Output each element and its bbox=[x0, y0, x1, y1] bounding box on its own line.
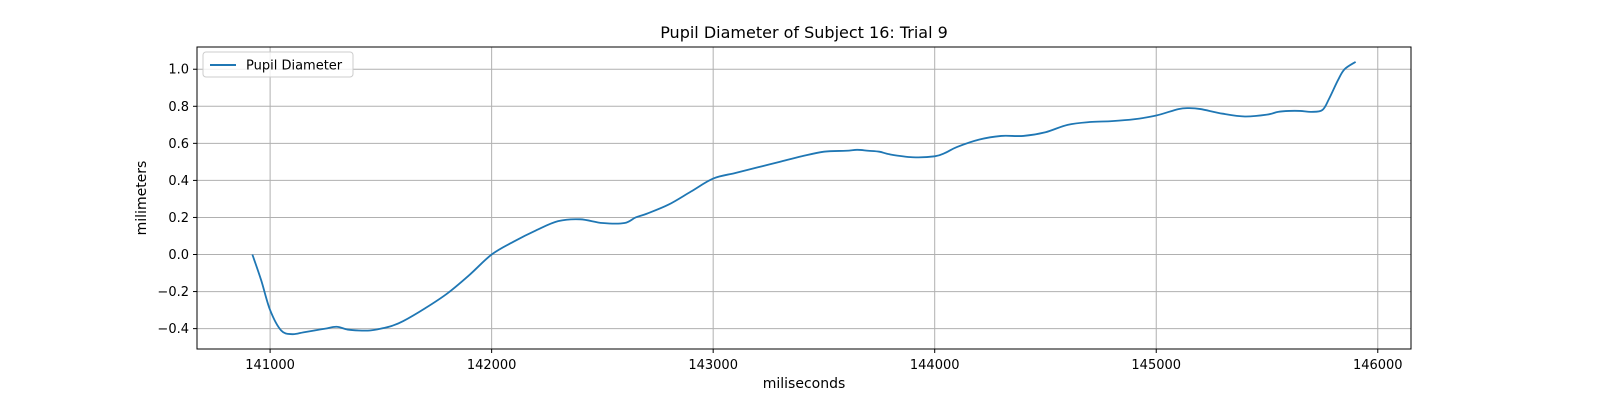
y-tick-label: −0.4 bbox=[157, 322, 189, 337]
x-tick-label: 145000 bbox=[1131, 358, 1181, 373]
y-tick-label: 0.8 bbox=[168, 100, 189, 115]
grid-lines bbox=[197, 47, 1411, 349]
y-tick-label: 1.0 bbox=[168, 63, 189, 78]
y-tick-label: 0.4 bbox=[168, 174, 189, 189]
chart-title: Pupil Diameter of Subject 16: Trial 9 bbox=[660, 23, 948, 42]
y-axis-title: milimeters bbox=[134, 161, 150, 236]
legend: Pupil Diameter bbox=[202, 51, 354, 78]
x-tick-label: 141000 bbox=[245, 358, 295, 373]
y-tick-label: −0.2 bbox=[157, 285, 189, 300]
legend-box bbox=[202, 51, 354, 78]
y-tick-label: 0.0 bbox=[168, 248, 189, 263]
x-tick-label: 144000 bbox=[910, 358, 960, 373]
series-line-pupil-diameter bbox=[251, 61, 1357, 336]
y-tick-label: 0.6 bbox=[168, 137, 189, 152]
x-tick-label: 142000 bbox=[467, 358, 517, 373]
x-tick-label: 146000 bbox=[1353, 358, 1403, 373]
axis-ticks: 141000 142000 143000 144000 145000 146000 −0.4… bbox=[157, 63, 1402, 373]
x-tick-label: 143000 bbox=[688, 358, 738, 373]
x-axis-title: miliseconds bbox=[763, 376, 846, 392]
y-tick-label: 0.2 bbox=[168, 211, 189, 226]
plot-frame bbox=[196, 46, 1412, 350]
plot-series bbox=[251, 61, 1357, 336]
legend-label: Pupil Diameter bbox=[246, 59, 343, 74]
